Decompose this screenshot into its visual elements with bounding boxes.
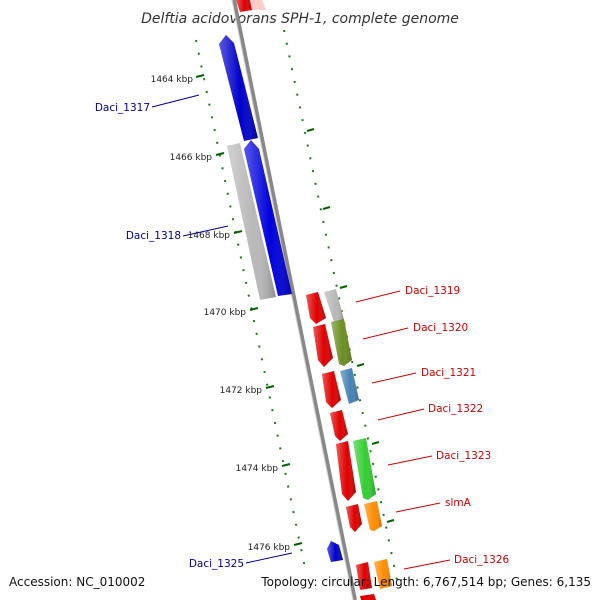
leader-line [355, 290, 401, 303]
ruler-tick-label: 1476 kbp [248, 543, 291, 553]
gene-arrow-red[interactable] [346, 504, 362, 532]
ruler-tick: 1468 kbp [188, 230, 243, 241]
gene-slma[interactable] [364, 501, 382, 531]
genome-backbone-highlight [231, 0, 354, 600]
ruler-tick-label: 1474 kbp [236, 464, 279, 474]
ruler-tick-label: 1470 kbp [204, 308, 247, 318]
gene-daci-1319[interactable] [324, 289, 344, 322]
leader-line [182, 225, 229, 237]
ruler-minor-ticks [306, 128, 395, 523]
leader-line [403, 559, 451, 570]
gene-label-daci-1320: Daci_1320 [413, 322, 468, 334]
accession-text: Accession: NC_010002 [9, 575, 145, 589]
ruler-guide-right [283, 29, 399, 586]
gene-grey-reverse[interactable] [227, 143, 276, 300]
ruler-tick: 1474 kbp [236, 463, 291, 474]
leader-line [362, 327, 409, 340]
leader-line [245, 552, 293, 564]
ruler-tick-label: 1464 kbp [151, 75, 194, 85]
gene-daci-1325[interactable] [327, 541, 343, 562]
ruler-ticks: 1464 kbp 1466 kbp 1468 kbp 1470 kbp 1472… [151, 74, 303, 553]
gene-label-daci-1322: Daci_1322 [428, 403, 483, 415]
gene-arrow-red[interactable] [306, 292, 326, 324]
leader-line [377, 408, 425, 421]
gene-daci-1321[interactable] [340, 368, 359, 404]
gene-arrow-red[interactable] [330, 410, 348, 441]
leader-line [387, 455, 433, 466]
gene-label-daci-1319: Daci_1319 [405, 285, 460, 297]
gene-arrow[interactable] [236, 0, 266, 12]
topology-text: Topology: circular; Length: 6,767,514 bp… [260, 575, 591, 589]
ruler-tick-label: 1466 kbp [170, 153, 213, 163]
gene-arrow-red[interactable] [336, 441, 356, 501]
ruler-tick: 1466 kbp [170, 152, 225, 163]
ruler-tick: 1470 kbp [204, 307, 259, 318]
gene-label-daci-1321: Daci_1321 [421, 367, 476, 379]
leader-line [395, 502, 441, 513]
gene-arrow-red[interactable] [356, 562, 372, 590]
map-title: Delftia acidovorans SPH-1, complete geno… [141, 11, 459, 27]
gene-label-daci-1317: Daci_1317 [95, 102, 150, 114]
leader-line [151, 94, 200, 108]
gene-arrow-red[interactable] [360, 594, 376, 600]
leader-line [371, 372, 417, 384]
gene-label-daci-1318: Daci_1318 [126, 230, 181, 242]
ruler-tick-label: 1472 kbp [220, 386, 263, 396]
gene-label-daci-1323: Daci_1323 [436, 450, 491, 462]
ruler-tick: 1464 kbp [151, 74, 205, 85]
ruler-tick: 1476 kbp [248, 542, 303, 553]
gene-daci-1320[interactable] [331, 319, 352, 366]
gene-daci-1326[interactable] [374, 559, 392, 589]
gene-daci-1323[interactable] [353, 438, 376, 500]
gene-label-daci-1325: Daci_1325 [189, 558, 244, 570]
gene-label-slma: slmA [445, 497, 472, 509]
gene-arrow-red[interactable] [322, 371, 341, 408]
gene-label-daci-1326: Daci_1326 [454, 554, 510, 566]
genome-backbone [232, 0, 357, 600]
gene-daci-1318[interactable] [244, 140, 292, 296]
gene-arrow-red[interactable] [313, 324, 333, 367]
ruler-tick: 1472 kbp [220, 385, 275, 396]
gene-daci-1317[interactable] [219, 35, 258, 141]
ruler-tick-label: 1468 kbp [188, 231, 231, 241]
